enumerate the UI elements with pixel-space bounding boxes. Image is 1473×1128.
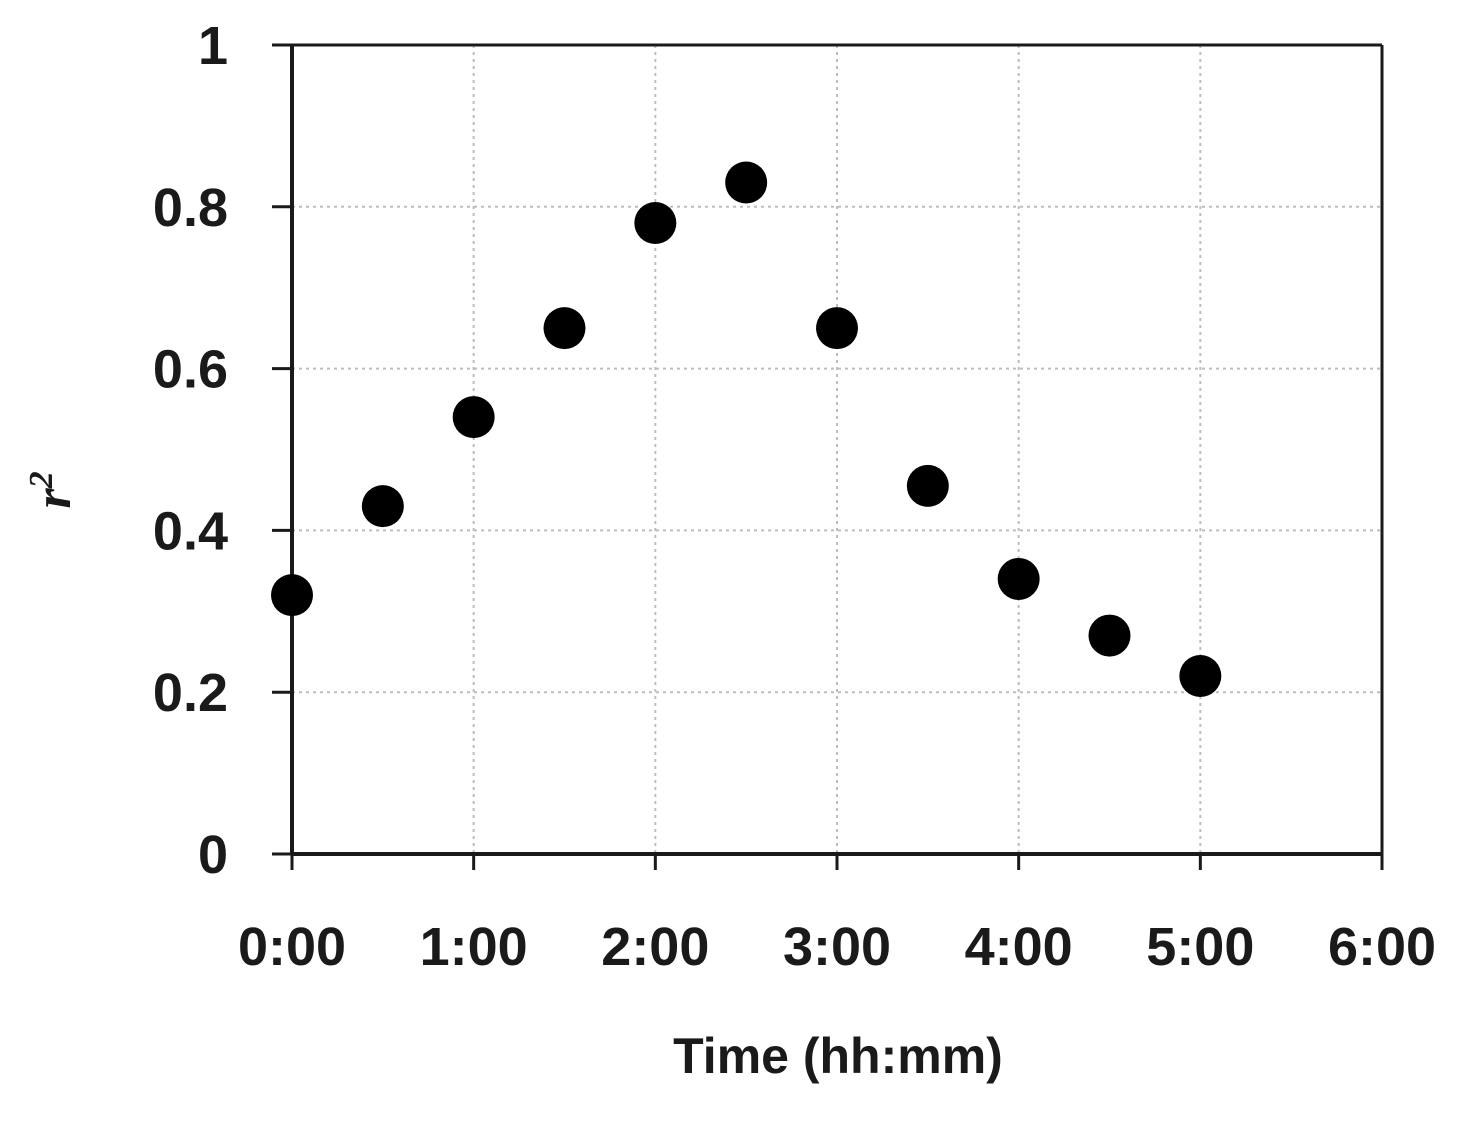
x-axis-ticks: 0:00 1:00 2:00 3:00 4:00 5:00 6:00 bbox=[238, 854, 1436, 977]
y-tick-label: 0.4 bbox=[153, 501, 228, 561]
x-tick-label: 3:00 bbox=[783, 917, 891, 977]
y-axis-title: r2 bbox=[23, 471, 82, 508]
y-axis-title-superscript: 2 bbox=[23, 471, 60, 489]
data-point bbox=[271, 574, 313, 617]
x-tick-label: 2:00 bbox=[601, 917, 709, 977]
data-point bbox=[452, 396, 495, 439]
x-axis-title: Time (hh:mm) bbox=[673, 1028, 1003, 1084]
y-tick-label: 0.6 bbox=[153, 340, 228, 400]
data-point bbox=[543, 307, 586, 350]
x-tick-label: 4:00 bbox=[965, 917, 1073, 977]
y-axis-ticks: 0 0.2 0.4 0.6 0.8 1 bbox=[153, 16, 292, 885]
x-tick-label: 1:00 bbox=[420, 917, 528, 977]
y-tick-label: 0 bbox=[198, 825, 228, 885]
data-point bbox=[1179, 655, 1222, 698]
data-point bbox=[361, 485, 404, 528]
x-tick-label: 5:00 bbox=[1146, 917, 1254, 977]
y-tick-label: 0.8 bbox=[153, 178, 228, 238]
x-tick-label: 0:00 bbox=[238, 917, 346, 977]
gridlines bbox=[292, 45, 1382, 854]
data-point bbox=[906, 464, 949, 507]
y-axis-title-base: r bbox=[25, 488, 82, 509]
data-point bbox=[816, 307, 858, 350]
data-point bbox=[634, 201, 677, 244]
data-point bbox=[1088, 614, 1131, 657]
y-tick-label: 1 bbox=[198, 16, 228, 76]
data-point bbox=[997, 557, 1040, 600]
data-point bbox=[725, 161, 768, 204]
y-tick-label: 0.2 bbox=[153, 663, 228, 723]
data-points bbox=[271, 161, 1222, 698]
x-tick-label: 6:00 bbox=[1328, 917, 1436, 977]
